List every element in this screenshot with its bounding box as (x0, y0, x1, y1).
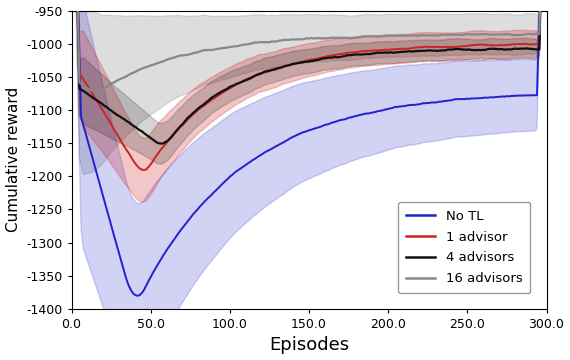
X-axis label: Episodes: Episodes (269, 337, 349, 355)
Y-axis label: Cumulative reward: Cumulative reward (6, 87, 21, 232)
Legend: No TL, 1 advisor, 4 advisors, 16 advisors: No TL, 1 advisor, 4 advisors, 16 advisor… (398, 202, 531, 293)
